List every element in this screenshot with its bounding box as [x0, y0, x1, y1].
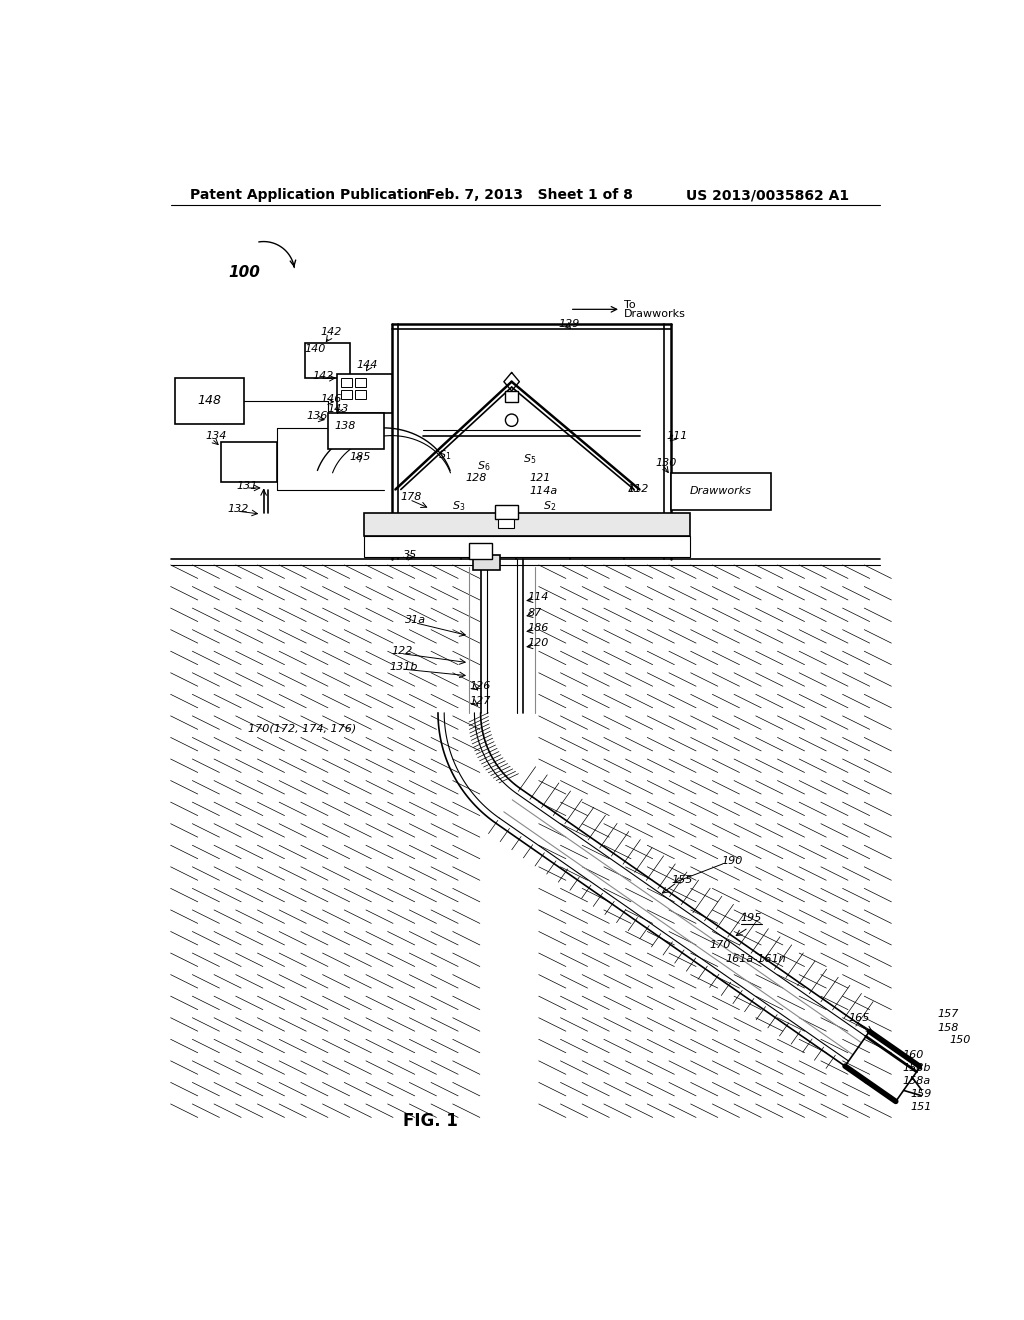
Text: 122: 122 — [391, 647, 413, 656]
Text: 151: 151 — [910, 1102, 932, 1111]
Text: 186: 186 — [527, 623, 549, 634]
Bar — [495, 506, 518, 519]
Text: 142: 142 — [321, 326, 342, 337]
Text: 161a-161n: 161a-161n — [725, 954, 785, 964]
Text: 157: 157 — [937, 1010, 958, 1019]
Bar — [221, 442, 276, 482]
Text: 170(172, 174, 176): 170(172, 174, 176) — [248, 723, 356, 733]
Text: Feb. 7, 2013   Sheet 1 of 8: Feb. 7, 2013 Sheet 1 of 8 — [426, 189, 633, 202]
Bar — [174, 378, 245, 424]
Text: $S_2$: $S_2$ — [543, 499, 556, 513]
Text: 127: 127 — [469, 696, 490, 706]
Text: 150: 150 — [949, 1035, 971, 1045]
Text: 100: 100 — [228, 265, 261, 280]
Text: Patent Application Publication: Patent Application Publication — [190, 189, 428, 202]
Bar — [341, 391, 352, 400]
Text: 142: 142 — [312, 371, 334, 380]
Text: 148: 148 — [198, 395, 221, 408]
Text: 146: 146 — [321, 393, 342, 404]
Bar — [506, 391, 518, 401]
Bar — [365, 512, 690, 536]
Text: $S_6$: $S_6$ — [477, 459, 490, 474]
Text: 185: 185 — [349, 453, 371, 462]
Bar — [365, 536, 690, 557]
Text: 195: 195 — [740, 913, 762, 924]
Text: 134: 134 — [206, 430, 227, 441]
Text: US 2013/0035862 A1: US 2013/0035862 A1 — [686, 189, 849, 202]
Text: 165: 165 — [848, 1014, 869, 1023]
Bar — [671, 473, 771, 510]
Text: 87: 87 — [527, 607, 542, 618]
Bar — [355, 378, 366, 387]
Text: 35: 35 — [403, 550, 418, 560]
Text: 143: 143 — [328, 404, 349, 413]
Text: 131: 131 — [237, 480, 258, 491]
Text: 126: 126 — [469, 681, 490, 690]
Bar — [328, 412, 384, 449]
Text: FIG. 1: FIG. 1 — [402, 1111, 458, 1130]
Text: $S_1$: $S_1$ — [438, 447, 452, 462]
Text: 114a: 114a — [529, 486, 558, 496]
Text: 132: 132 — [227, 504, 249, 513]
Text: 158a: 158a — [902, 1076, 931, 1086]
Text: 158b: 158b — [902, 1064, 931, 1073]
Text: 130: 130 — [655, 458, 677, 467]
Text: To: To — [624, 300, 636, 310]
Text: 111: 111 — [667, 430, 688, 441]
Bar — [341, 378, 352, 387]
Text: 170: 170 — [710, 940, 731, 950]
Text: 121: 121 — [529, 473, 551, 483]
Text: 140: 140 — [305, 343, 326, 354]
Text: Drawworks: Drawworks — [690, 486, 752, 496]
Text: Drawworks: Drawworks — [624, 309, 686, 319]
Text: 190: 190 — [721, 855, 742, 866]
Text: $S_3$: $S_3$ — [452, 499, 465, 513]
Text: 112: 112 — [628, 484, 649, 495]
Bar — [469, 544, 493, 558]
Text: 131b: 131b — [390, 661, 419, 672]
Text: $S_5$: $S_5$ — [523, 451, 537, 466]
Text: 120: 120 — [527, 639, 549, 648]
Text: 144: 144 — [356, 360, 378, 370]
Bar — [337, 374, 391, 412]
Text: 31a: 31a — [406, 615, 427, 626]
Text: 129: 129 — [558, 319, 580, 329]
Bar — [355, 391, 366, 400]
Text: 160: 160 — [902, 1051, 924, 1060]
Text: 155: 155 — [671, 875, 692, 884]
Text: 138: 138 — [334, 421, 355, 432]
Text: 158: 158 — [937, 1023, 958, 1032]
Bar — [499, 519, 514, 528]
Text: 159: 159 — [910, 1089, 932, 1098]
Bar — [305, 343, 349, 378]
Text: 128: 128 — [465, 473, 486, 483]
Text: 114: 114 — [527, 593, 549, 602]
Bar — [473, 554, 500, 570]
Text: 136: 136 — [306, 412, 328, 421]
Text: 178: 178 — [400, 492, 422, 502]
